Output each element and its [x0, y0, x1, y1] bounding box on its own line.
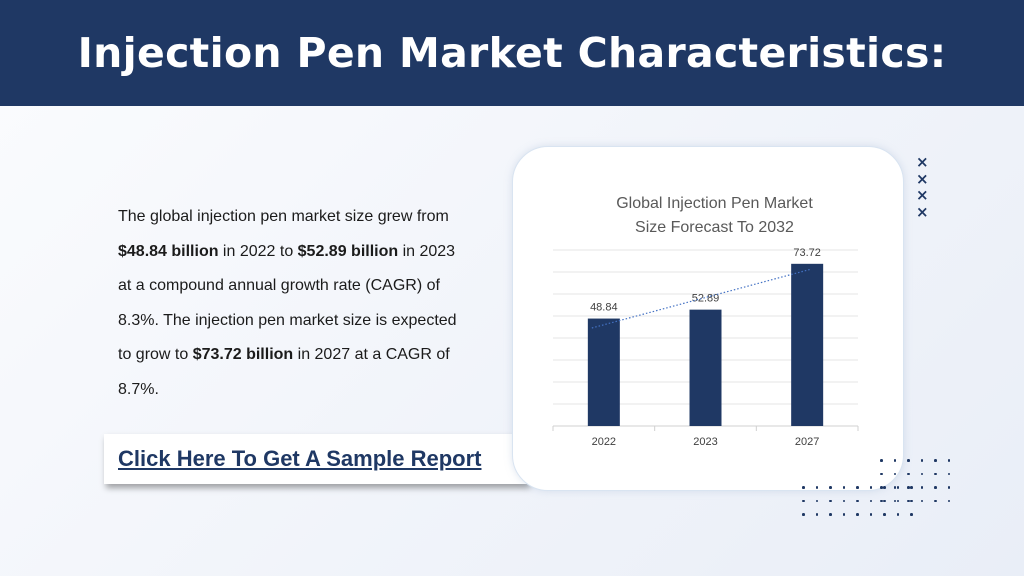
- decor-dot: [856, 513, 859, 516]
- decor-dot: [869, 499, 873, 503]
- bar-2027: [791, 263, 824, 426]
- bar-2023: [689, 309, 722, 426]
- decor-dot: [934, 486, 937, 489]
- decor-dot: [829, 486, 832, 489]
- decor-dot: [880, 472, 883, 476]
- decor-dot: [947, 499, 951, 503]
- decor-dot: [842, 513, 846, 516]
- summary-text-2: in 2022 to: [218, 242, 298, 260]
- title-banner: Injection Pen Market Characteristics:: [0, 0, 1024, 106]
- decor-dot: [910, 486, 913, 489]
- decor-dot: [896, 486, 900, 489]
- bar-2022: [587, 318, 620, 426]
- decor-dot: [947, 486, 951, 489]
- page-title: Injection Pen Market Characteristics:: [77, 29, 947, 77]
- decor-dot: [947, 459, 951, 462]
- decor-dot: [883, 513, 886, 516]
- decor-dot: [802, 486, 805, 489]
- decor-dot: [842, 499, 846, 503]
- decor-dot: [802, 513, 805, 516]
- decor-dot: [947, 472, 951, 476]
- x-tick-label-2027: 2027: [795, 436, 819, 448]
- x-mark-icon: ×: [916, 202, 929, 221]
- x-tick-label-2022: 2022: [592, 436, 616, 448]
- x-mark-icon: ×: [916, 153, 929, 171]
- summary-text-4: in 2027 at a CAGR of 8.7%.: [118, 346, 450, 398]
- decor-dot: [815, 486, 819, 489]
- trendline: [591, 268, 812, 329]
- decor-dot: [880, 499, 883, 503]
- decor-dot: [907, 459, 910, 462]
- value-2027: $73.72 billion: [192, 346, 294, 363]
- market-summary-paragraph: The global injection pen market size gre…: [118, 200, 463, 407]
- decor-dot: [880, 486, 883, 489]
- decor-dot: [893, 499, 897, 503]
- decor-dot: [883, 499, 886, 503]
- decor-dot: [907, 472, 910, 476]
- decor-dot: [802, 499, 805, 503]
- data-label-2023: 52.89: [692, 293, 720, 305]
- decor-dot: [815, 499, 819, 503]
- decor-dot: [907, 486, 910, 489]
- summary-text-1: The global injection pen market size gre…: [118, 208, 449, 225]
- decor-dot: [920, 472, 924, 476]
- decor-dot: [920, 486, 924, 489]
- decor-dot: [815, 513, 819, 516]
- decor-dot: [907, 499, 910, 503]
- summary-text-3: in 2023 at a compound annual growth rate…: [118, 242, 457, 364]
- data-label-2022: 48.84: [590, 302, 618, 314]
- decor-dot: [934, 499, 937, 503]
- decor-dot: [829, 499, 832, 503]
- decor-dot: [910, 513, 913, 516]
- decor-dot: [893, 459, 897, 462]
- decor-dot: [896, 499, 900, 503]
- decor-dot: [896, 513, 900, 516]
- decor-dot: [869, 486, 873, 489]
- decor-dot: [842, 486, 846, 489]
- decor-dot: [934, 472, 937, 476]
- x-tick-label-2023: 2023: [693, 436, 717, 448]
- decor-dot: [934, 459, 937, 462]
- decor-dot: [893, 472, 897, 476]
- value-2022: $48.84 billion: [118, 242, 219, 260]
- x-mark-icon: ×: [916, 169, 929, 188]
- x-mark-icon: ×: [916, 186, 929, 204]
- sample-report-box: Click Here To Get A Sample Report: [104, 434, 528, 484]
- decor-dot: [880, 459, 883, 462]
- decor-dot: [920, 459, 924, 462]
- decor-dot: [869, 513, 873, 516]
- data-label-2027: 73.72: [793, 247, 821, 259]
- decor-dot: [893, 486, 897, 489]
- decor-dot: [856, 486, 859, 489]
- value-2023: $52.89 billion: [297, 242, 399, 260]
- decor-dot: [856, 499, 859, 503]
- decor-dot: [920, 499, 924, 503]
- decor-dot: [829, 513, 832, 516]
- decor-dot: [883, 486, 886, 489]
- sample-report-link[interactable]: Click Here To Get A Sample Report: [118, 446, 482, 471]
- decor-dot: [910, 499, 913, 503]
